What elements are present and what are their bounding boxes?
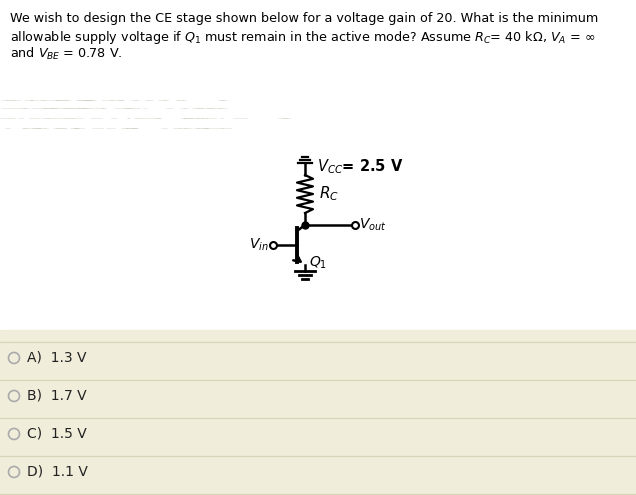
Bar xyxy=(0,0,636,330)
Text: $V_{CC}$= 2.5 V: $V_{CC}$= 2.5 V xyxy=(317,157,403,176)
Text: D)  1.1 V: D) 1.1 V xyxy=(27,465,88,479)
Text: B)  1.7 V: B) 1.7 V xyxy=(27,389,86,403)
Text: A)  1.3 V: A) 1.3 V xyxy=(27,351,86,365)
Text: $V_{in}$: $V_{in}$ xyxy=(249,237,269,253)
Text: We wish to design the CE stage shown below for a voltage gain of 20. What is the: We wish to design the CE stage shown bel… xyxy=(10,12,598,25)
Text: $R_C$: $R_C$ xyxy=(319,185,339,203)
Text: allowable supply voltage if $Q_1$ must remain in the active mode? Assume $R_C$= : allowable supply voltage if $Q_1$ must r… xyxy=(10,29,595,46)
Text: and $V_{BE}$ = 0.78 V.: and $V_{BE}$ = 0.78 V. xyxy=(10,46,123,62)
Bar xyxy=(0,330,636,495)
Text: $V_{out}$: $V_{out}$ xyxy=(359,217,387,233)
Text: C)  1.5 V: C) 1.5 V xyxy=(27,427,86,441)
Text: $Q_1$: $Q_1$ xyxy=(309,255,327,271)
